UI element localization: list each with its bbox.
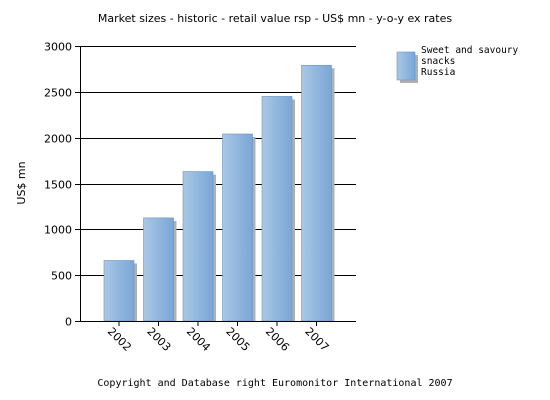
y-tick-labels: 0 500 1000 1500 2000 2500 3000 xyxy=(44,41,72,329)
y-tick-label-0: 0 xyxy=(65,316,72,329)
copyright-text: Copyright and Database right Euromonitor… xyxy=(97,378,452,389)
legend-label-line-3: Russia xyxy=(421,67,455,78)
y-tick-label-3000: 3000 xyxy=(44,41,72,54)
y-tick-label-2500: 2500 xyxy=(44,87,72,100)
bar-2006 xyxy=(261,96,293,322)
y-axis-label: US$ mn xyxy=(15,161,28,204)
x-tick-label-2007: 2007 xyxy=(302,325,331,354)
y-tick-label-2000: 2000 xyxy=(44,133,72,146)
bar-2004 xyxy=(182,171,214,322)
chart-title: Market sizes - historic - retail value r… xyxy=(98,12,452,25)
bar-2007 xyxy=(301,64,332,322)
bar-2002 xyxy=(103,260,135,322)
x-tick-label-2003: 2003 xyxy=(144,325,173,354)
x-tick-labels: 2002 2003 2004 2005 2006 2007 xyxy=(105,325,331,354)
bar-2005 xyxy=(222,133,253,322)
legend-swatch xyxy=(396,51,416,81)
legend-label-line-2: snacks xyxy=(421,56,455,67)
bar-2003 xyxy=(143,217,174,322)
y-tick-label-500: 500 xyxy=(51,270,72,283)
x-tick-label-2005: 2005 xyxy=(223,325,252,354)
x-tick-label-2002: 2002 xyxy=(105,325,134,354)
axes xyxy=(75,46,356,326)
x-tick-label-2004: 2004 xyxy=(184,325,213,354)
bars xyxy=(103,64,335,322)
y-tick-label-1500: 1500 xyxy=(44,179,72,192)
x-tick-label-2006: 2006 xyxy=(263,325,292,354)
y-tick-label-1000: 1000 xyxy=(44,224,72,237)
legend-label-line-1: Sweet and savoury xyxy=(421,45,519,56)
